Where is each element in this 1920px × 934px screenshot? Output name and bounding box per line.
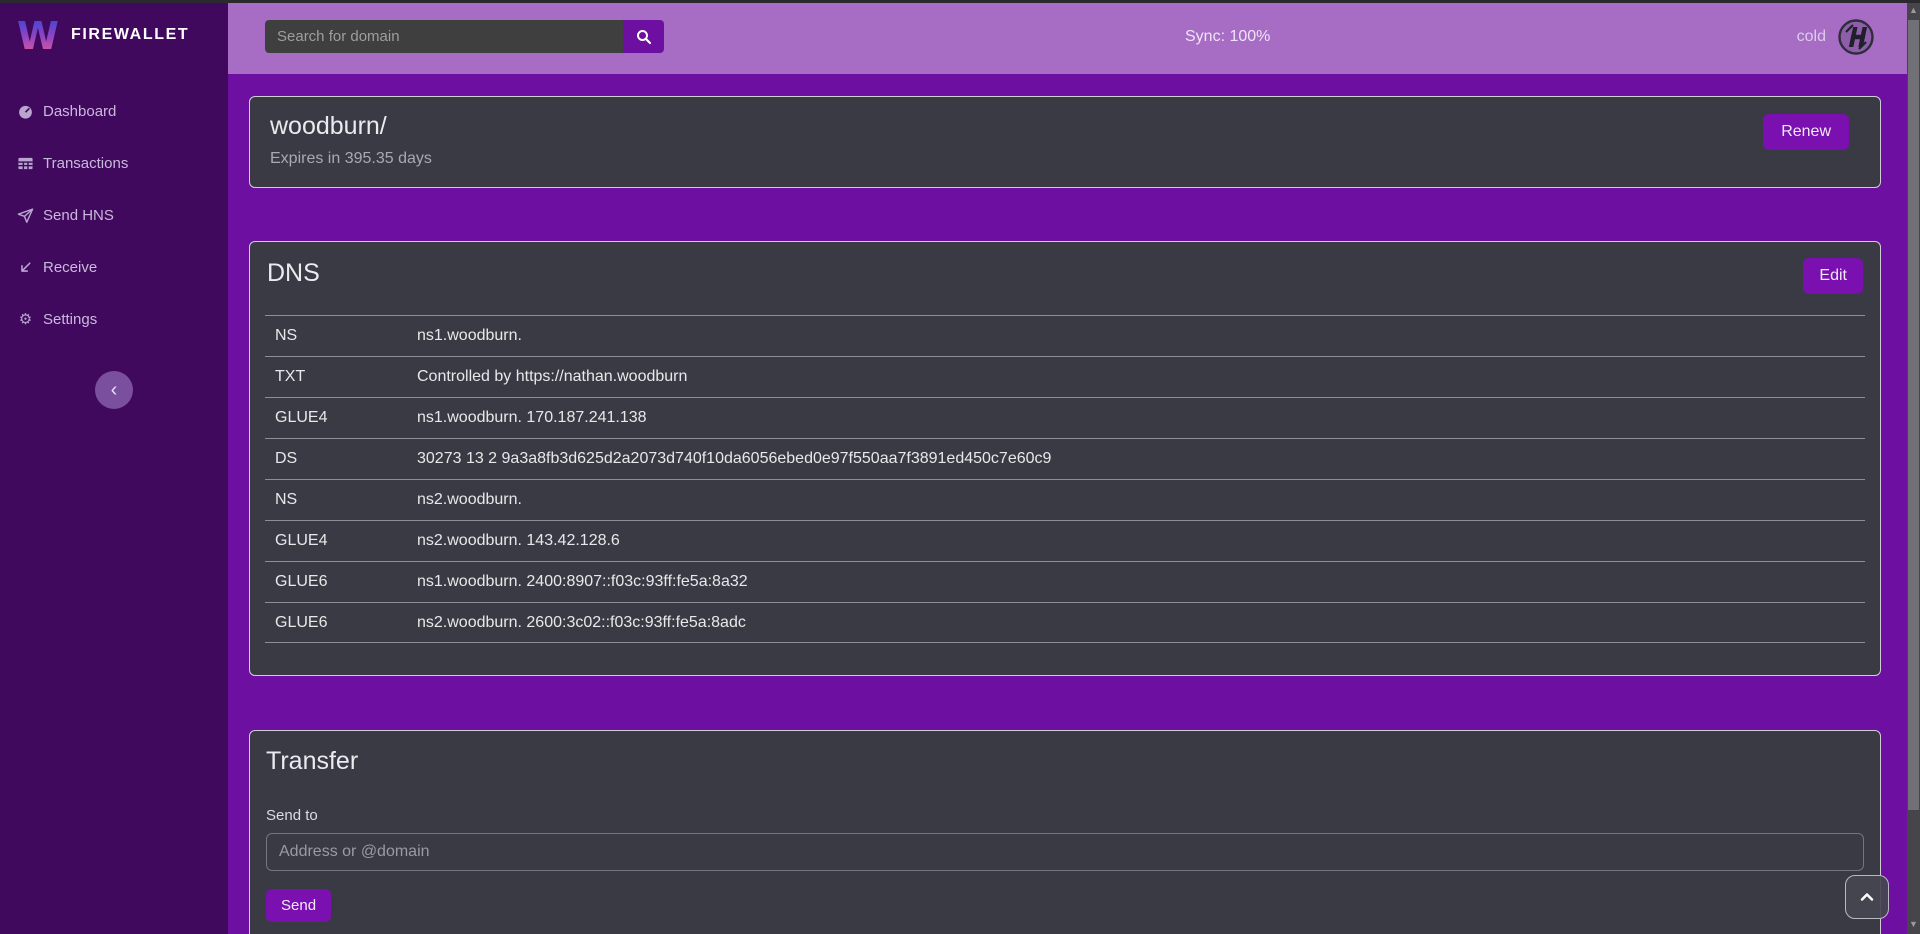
dns-record-value: ns2.woodburn. 143.42.128.6 <box>417 532 620 549</box>
dns-record-value: ns2.woodburn. <box>417 491 522 508</box>
dns-record-type: GLUE6 <box>275 613 328 631</box>
edit-dns-button[interactable]: Edit <box>1803 258 1863 294</box>
dns-record-type: TXT <box>275 368 306 385</box>
transactions-icon <box>17 155 34 172</box>
scrollbar-thumb[interactable] <box>1908 20 1919 810</box>
search-icon <box>636 29 651 44</box>
window-top-edge <box>0 0 1920 3</box>
domain-card: woodburn/ Expires in 395.35 days Renew <box>249 96 1881 188</box>
transfer-title: Transfer <box>266 747 359 775</box>
transfer-address-input[interactable] <box>266 833 1864 871</box>
sidebar-item-send-hns[interactable]: Send HNS <box>0 189 228 241</box>
sidebar-item-dashboard[interactable]: Dashboard <box>0 85 228 137</box>
wallet-info[interactable]: cold <box>1797 0 1875 74</box>
dns-record-row: GLUE6 ns1.woodburn. 2400:8907::f03c:93ff… <box>265 561 1865 602</box>
sidebar-item-label: Send HNS <box>43 206 114 224</box>
send-to-label: Send to <box>266 807 318 824</box>
dns-record-value: ns2.woodburn. 2600:3c02::f03c:93ff:fe5a:… <box>417 613 746 631</box>
domain-expiry: Expires in 395.35 days <box>270 150 432 167</box>
sidebar: W FIREWALLET Dashboard Transactions Send… <box>0 0 228 934</box>
transfer-card: Transfer Send to Send <box>249 730 1881 934</box>
dns-record-type: GLUE6 <box>275 573 328 590</box>
chevron-left-icon: ‹ <box>110 379 118 401</box>
renew-button[interactable]: Renew <box>1763 114 1849 150</box>
sidebar-nav: Dashboard Transactions Send HNS Receive … <box>0 85 228 345</box>
top-header: Sync: 100% cold <box>228 0 1907 74</box>
dns-record-row: NS ns1.woodburn. <box>265 315 1865 356</box>
search-button[interactable] <box>623 20 664 53</box>
dashboard-icon <box>17 103 34 120</box>
dns-record-value: ns1.woodburn. <box>417 327 522 344</box>
sidebar-item-label: Receive <box>43 258 98 276</box>
scrollbar-up-arrow-icon[interactable]: ▲ <box>1909 5 1918 15</box>
send-button[interactable]: Send <box>266 889 332 922</box>
svg-text:W: W <box>17 14 59 57</box>
sidebar-collapse-button[interactable]: ‹ <box>95 371 133 409</box>
receive-icon <box>17 259 34 276</box>
send-icon <box>17 207 34 224</box>
sidebar-item-label: Dashboard <box>43 102 117 120</box>
dns-record-type: NS <box>275 491 298 508</box>
search-input[interactable] <box>265 20 623 53</box>
sidebar-item-label: Settings <box>43 310 98 328</box>
dns-record-row: GLUE6 ns2.woodburn. 2600:3c02::f03c:93ff… <box>265 602 1865 643</box>
scroll-to-top-button[interactable] <box>1845 875 1889 919</box>
dns-card: DNS Edit NS ns1.woodburn. TXT Controlled… <box>249 241 1881 676</box>
dns-record-value: ns1.woodburn. 2400:8907::f03c:93ff:fe5a:… <box>417 573 748 590</box>
app-logo-row[interactable]: W FIREWALLET <box>0 0 228 67</box>
dns-title: DNS <box>267 259 320 287</box>
sidebar-item-transactions[interactable]: Transactions <box>0 137 228 189</box>
handshake-logo-icon[interactable] <box>1837 18 1875 56</box>
dns-record-type: GLUE4 <box>275 532 328 549</box>
domain-title: woodburn/ <box>270 112 387 140</box>
dns-record-type: GLUE4 <box>275 409 328 426</box>
dns-record-value: Controlled by https://nathan.woodburn <box>417 368 688 385</box>
dns-record-row: GLUE4 ns2.woodburn. 143.42.128.6 <box>265 520 1865 561</box>
dns-record-row: TXT Controlled by https://nathan.woodbur… <box>265 356 1865 397</box>
dns-record-value: ns1.woodburn. 170.187.241.138 <box>417 409 647 426</box>
scrollbar-down-arrow-icon[interactable]: ▼ <box>1909 919 1918 929</box>
settings-icon: ⚙ <box>18 311 33 328</box>
main-content: woodburn/ Expires in 395.35 days Renew D… <box>228 74 1907 934</box>
chevron-up-icon <box>1860 893 1874 901</box>
dns-record-row: DS 30273 13 2 9a3a8fb3d625d2a2073d740f10… <box>265 438 1865 479</box>
dns-record-row: GLUE4 ns1.woodburn. 170.187.241.138 <box>265 397 1865 438</box>
app-name: FIREWALLET <box>71 26 190 43</box>
dns-record-row: NS ns2.woodburn. <box>265 479 1865 520</box>
sync-status: Sync: 100% <box>1185 28 1271 45</box>
domain-search <box>265 20 664 53</box>
sidebar-item-receive[interactable]: Receive <box>0 241 228 293</box>
sidebar-item-label: Transactions <box>43 154 129 172</box>
dns-records-table: NS ns1.woodburn. TXT Controlled by https… <box>265 315 1865 643</box>
sidebar-item-settings[interactable]: ⚙ Settings <box>0 293 228 345</box>
dns-record-type: NS <box>275 327 298 344</box>
dns-record-value: 30273 13 2 9a3a8fb3d625d2a2073d740f10da6… <box>417 450 1052 467</box>
wallet-name: cold <box>1796 28 1826 45</box>
firewallet-logo-icon: W <box>17 14 59 57</box>
vertical-scrollbar[interactable]: ▲ ▼ <box>1907 0 1920 934</box>
dns-record-type: DS <box>275 450 298 467</box>
